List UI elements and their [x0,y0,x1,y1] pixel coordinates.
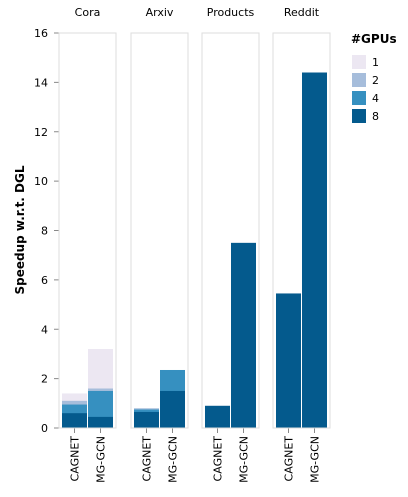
y-tick-label: 10 [34,175,48,188]
x-tick-label: CAGNET [212,436,225,482]
legend-label-2: 2 [372,74,379,87]
legend-label-8: 8 [372,110,379,123]
panel-products: Products CAGNET MG-GCN [201,6,260,483]
legend-swatch-8 [352,109,366,123]
panel-frame [130,32,189,429]
x-tick-label: MG-GCN [309,436,322,483]
y-tick-label: 16 [34,27,48,40]
legend-label-1: 1 [372,56,379,69]
bar-cagnet-8gpu [62,413,87,428]
bar-mg-gcn-8gpu [88,416,113,428]
panel-title: Arxiv [146,6,174,19]
y-tick-label: 4 [41,323,48,336]
legend-label-4: 4 [372,92,379,105]
bar-cagnet-8gpu [205,405,230,428]
panel-title: Products [207,6,255,19]
bar-mg-gcn-8gpu [231,242,256,428]
bar-cagnet-8gpu [134,411,159,428]
x-tick-label: CAGNET [283,436,296,482]
y-tick-label: 14 [34,76,48,89]
panel-cora: Cora CAGNET MG-GCN [58,6,117,483]
y-tick-label: 2 [41,373,48,386]
y-tick-label: 0 [41,422,48,435]
panel-reddit: Reddit CAGNET MG-GCN [272,6,331,483]
legend-swatch-1 [352,55,366,69]
x-tick-label: MG-GCN [95,436,108,483]
x-tick-label: CAGNET [69,436,82,482]
legend: #GPUs 1 2 4 8 [351,32,397,123]
panel-title: Reddit [284,6,320,19]
panel-arxiv: Arxiv CAGNET MG-GCN [130,6,189,483]
bar-cagnet-8gpu [276,293,301,428]
x-tick-label: MG-GCN [167,436,180,483]
legend-swatch-4 [352,91,366,105]
y-tick-label: 6 [41,274,48,287]
bar-mg-gcn-8gpu [302,72,327,428]
y-tick-label: 12 [34,126,48,139]
y-axis: 0 2 4 6 8 10 12 14 16 [34,27,59,435]
panel-frame [272,32,331,429]
bar-mg-gcn-8gpu [160,390,185,428]
y-tick-label: 8 [41,225,48,238]
x-tick-label: CAGNET [141,436,154,482]
legend-swatch-2 [352,73,366,87]
panel-frame [58,32,117,429]
legend-title: #GPUs [351,32,397,46]
panel-title: Cora [75,6,101,19]
x-tick-label: MG-GCN [238,436,251,483]
panel-frame [201,32,260,429]
y-axis-label: Speedup w.r.t. DGL [13,165,27,294]
